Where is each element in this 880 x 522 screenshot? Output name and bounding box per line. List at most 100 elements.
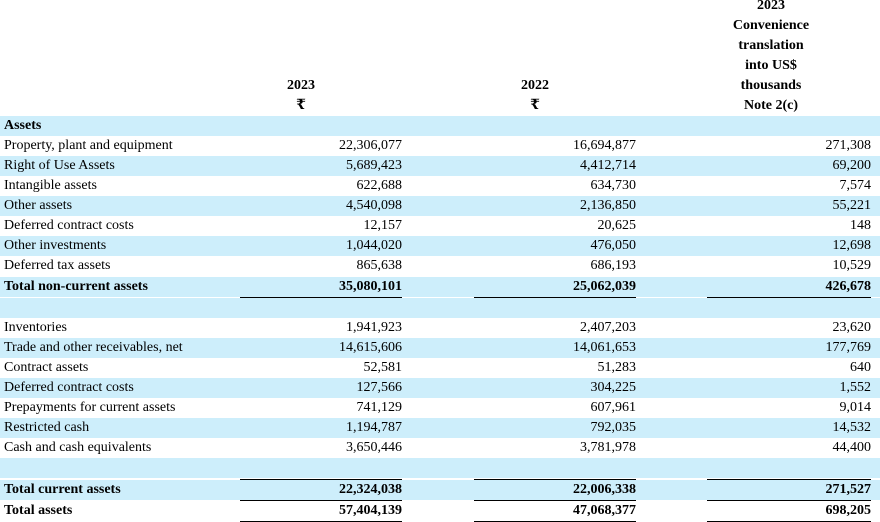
row-label: Total non-current assets: [4, 279, 148, 294]
subtotal-rule: [240, 479, 402, 480]
row-label: Property, plant and equipment: [4, 138, 173, 153]
section-title-row: Assets: [0, 116, 880, 136]
table-row: Contract assets 52,581 51,283 640: [0, 358, 880, 378]
value-2023: 865,638: [356, 258, 403, 273]
total-assets-row: Total assets 57,404,139 47,068,377 698,2…: [0, 501, 880, 521]
value-usd: 1,552: [839, 380, 872, 395]
table-row: Deferred contract costs 12,157 20,625 14…: [0, 216, 880, 236]
value-2023: 1,941,923: [346, 320, 402, 335]
value-usd: 177,769: [825, 340, 872, 355]
value-usd: 698,205: [825, 503, 872, 518]
value-2023: 12,157: [363, 218, 403, 233]
value-2022: 3,781,978: [580, 440, 636, 455]
value-2023: 35,080,101: [339, 279, 402, 294]
value-usd: 148: [850, 218, 871, 233]
table-row: Cash and cash equivalents 3,650,446 3,78…: [0, 438, 880, 458]
table-row: Intangible assets 622,688 634,730 7,574: [0, 176, 880, 196]
row-label: Restricted cash: [4, 420, 90, 435]
value-2023: 14,615,606: [339, 340, 402, 355]
value-usd: 7,574: [839, 178, 872, 193]
col-2023-header: 2023 ₹: [240, 76, 362, 116]
col-usd-line: Convenience: [732, 18, 810, 33]
value-2022: 51,283: [597, 360, 637, 375]
total-rule: [474, 297, 636, 298]
value-2022: 25,062,039: [573, 279, 636, 294]
value-usd: 23,620: [832, 320, 872, 335]
spacer-row: [0, 298, 880, 318]
value-2022: 634,730: [590, 178, 637, 193]
col-2022-year: 2022: [521, 78, 549, 93]
col-usd-header: 2023 Convenience translation into US$ th…: [700, 0, 842, 116]
value-2022: 20,625: [597, 218, 637, 233]
value-2022: 2,407,203: [580, 320, 636, 335]
row-label: Deferred tax assets: [4, 258, 111, 273]
value-usd: 640: [850, 360, 871, 375]
spacer-row: [0, 458, 880, 478]
row-label: Cash and cash equivalents: [4, 440, 152, 455]
value-2022: 22,006,338: [573, 482, 636, 497]
value-usd: 10,529: [832, 258, 872, 273]
value-2023: 1,044,020: [346, 238, 402, 253]
table-row: Other investments 1,044,020 476,050 12,6…: [0, 236, 880, 256]
row-label: Contract assets: [4, 360, 89, 375]
section-title: Assets: [4, 118, 42, 133]
subtotal-rule: [474, 479, 636, 480]
col-2023-currency: ₹: [296, 98, 306, 113]
col-usd-line: into US$: [745, 58, 797, 73]
table-row: Trade and other receivables, net 14,615,…: [0, 338, 880, 358]
row-label: Other investments: [4, 238, 107, 253]
col-2023-year: 2023: [287, 78, 315, 93]
value-usd: 426,678: [825, 279, 872, 294]
value-usd: 271,308: [825, 138, 872, 153]
value-2023: 3,650,446: [346, 440, 402, 455]
subtotal-rule: [707, 479, 871, 480]
total-noncurrent-row: Total non-current assets 35,080,101 25,0…: [0, 277, 880, 297]
value-2023: 52,581: [363, 360, 403, 375]
value-2022: 47,068,377: [573, 503, 636, 518]
total-rule: [240, 297, 402, 298]
value-2022: 14,061,653: [573, 340, 636, 355]
value-2022: 607,961: [590, 400, 637, 415]
total-rule: [707, 297, 871, 298]
value-2023: 4,540,098: [346, 198, 402, 213]
table-row: Prepayments for current assets 741,129 6…: [0, 398, 880, 418]
subtotal-rule: [240, 500, 402, 501]
table-row: Property, plant and equipment 22,306,077…: [0, 136, 880, 156]
value-usd: 9,014: [839, 400, 872, 415]
value-2022: 686,193: [590, 258, 637, 273]
row-label: Total current assets: [4, 482, 121, 497]
row-label: Total assets: [4, 503, 73, 518]
row-label: Intangible assets: [4, 178, 97, 193]
col-usd-line: thousands: [740, 78, 802, 93]
value-2023: 57,404,139: [339, 503, 402, 518]
total-current-row: Total current assets 22,324,038 22,006,3…: [0, 480, 880, 500]
table-row: Restricted cash 1,194,787 792,035 14,532: [0, 418, 880, 438]
table-row: Deferred contract costs 127,566 304,225 …: [0, 378, 880, 398]
value-2022: 476,050: [590, 238, 637, 253]
row-label: Deferred contract costs: [4, 380, 134, 395]
value-2022: 16,694,877: [573, 138, 636, 153]
value-2022: 304,225: [590, 380, 637, 395]
row-label: Right of Use Assets: [4, 158, 115, 173]
col-usd-line: translation: [738, 38, 804, 53]
row-label: Trade and other receivables, net: [4, 340, 183, 355]
value-usd: 55,221: [832, 198, 872, 213]
row-label: Prepayments for current assets: [4, 400, 176, 415]
table-row: Other assets 4,540,098 2,136,850 55,221: [0, 196, 880, 216]
value-2023: 22,306,077: [339, 138, 402, 153]
subtotal-rule: [474, 500, 636, 501]
value-usd: 14,532: [832, 420, 872, 435]
col-2022-currency: ₹: [530, 98, 540, 113]
value-2022: 2,136,850: [580, 198, 636, 213]
row-label: Inventories: [4, 320, 67, 335]
value-2023: 5,689,423: [346, 158, 402, 173]
value-usd: 271,527: [825, 482, 872, 497]
value-2023: 741,129: [356, 400, 403, 415]
value-2022: 792,035: [590, 420, 637, 435]
value-2023: 127,566: [356, 380, 403, 395]
table-row: Right of Use Assets 5,689,423 4,412,714 …: [0, 156, 880, 176]
value-usd: 69,200: [832, 158, 872, 173]
table-row: Deferred tax assets 865,638 686,193 10,5…: [0, 256, 880, 276]
subtotal-rule: [707, 500, 871, 501]
col-usd-line: Note 2(c): [743, 98, 799, 113]
